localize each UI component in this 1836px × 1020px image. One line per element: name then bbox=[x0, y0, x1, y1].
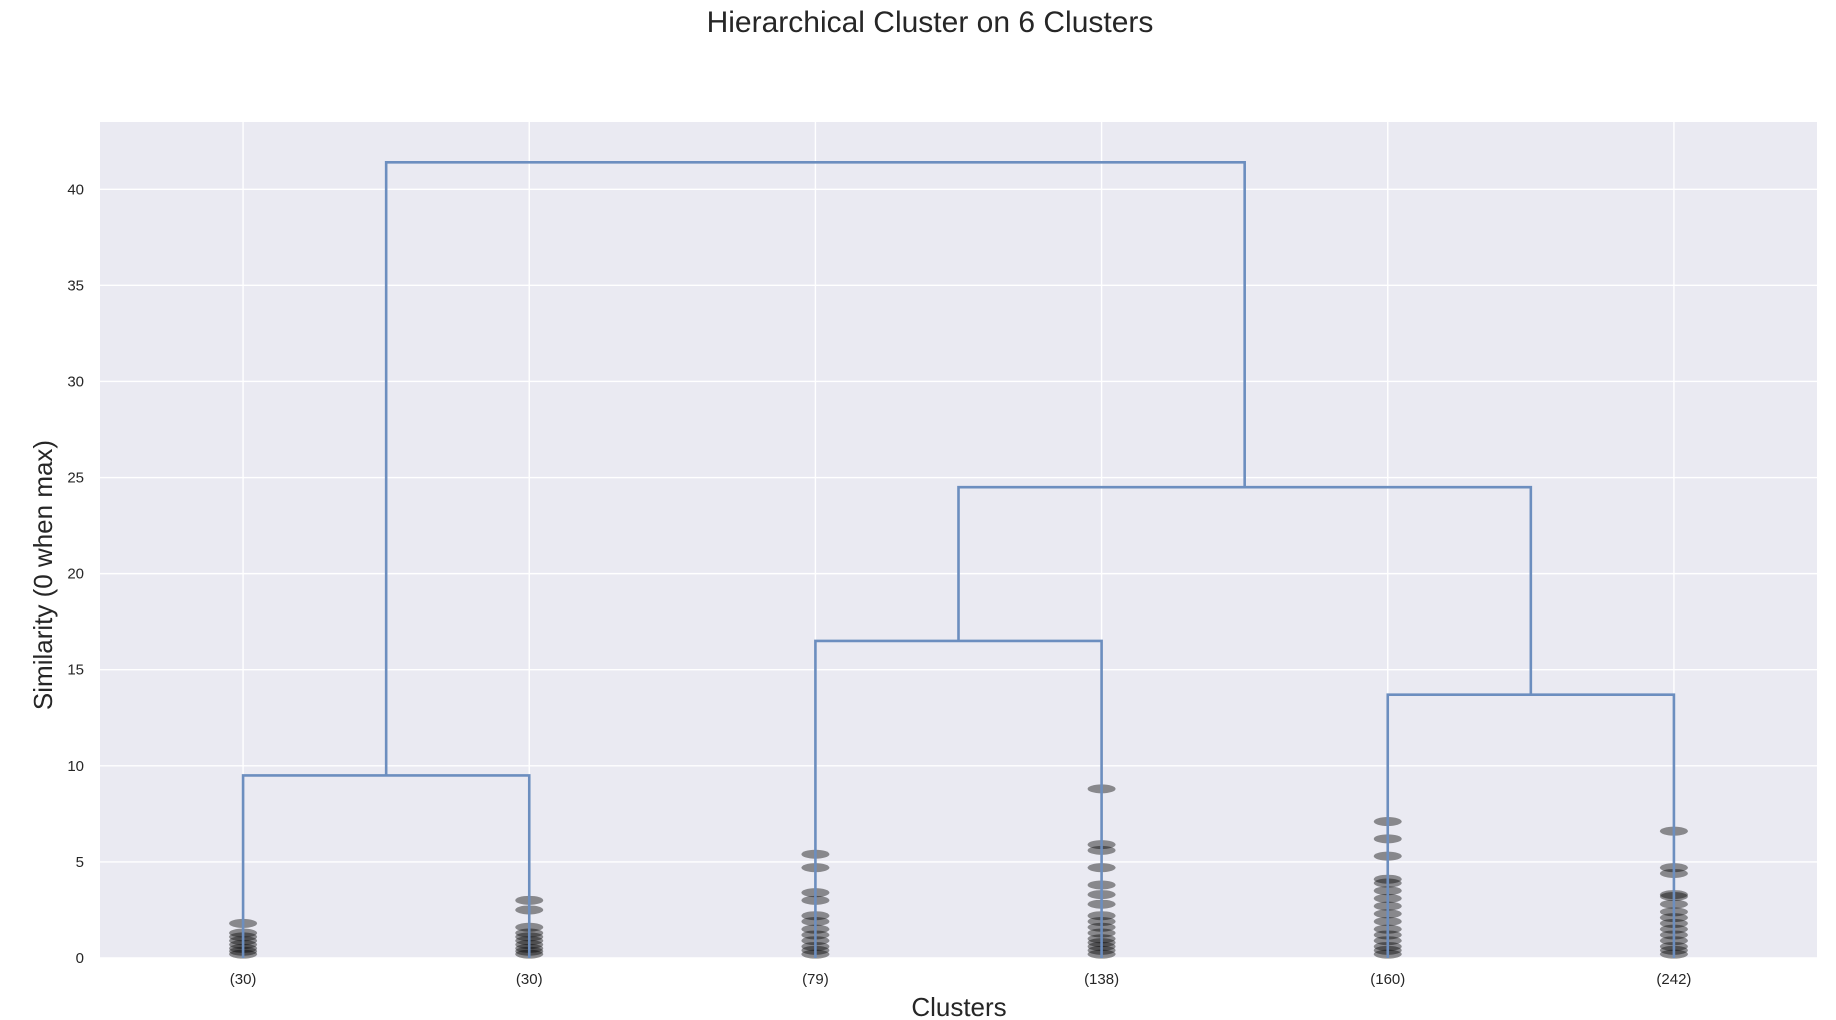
y-tick-label: 20 bbox=[67, 566, 84, 583]
x-tick-label: (30) bbox=[516, 971, 543, 988]
y-axis-ticks: 0 5 10 15 20 25 30 35 40 bbox=[67, 181, 84, 967]
y-tick-label: 35 bbox=[67, 277, 84, 294]
y-tick-label: 0 bbox=[76, 950, 84, 967]
y-tick-label: 10 bbox=[67, 758, 84, 775]
y-tick-label: 40 bbox=[67, 181, 84, 198]
y-tick-label: 15 bbox=[67, 662, 84, 679]
x-axis-ticks: (30) (30) (79) (138) (160) (242) bbox=[230, 971, 1692, 988]
chart-title: Hierarchical Cluster on 6 Clusters bbox=[707, 6, 1154, 39]
x-tick-label: (30) bbox=[230, 971, 257, 988]
x-axis-label: Clusters bbox=[911, 992, 1006, 1020]
x-tick-label: (160) bbox=[1370, 971, 1405, 988]
y-tick-label: 5 bbox=[76, 854, 84, 871]
y-tick-label: 25 bbox=[67, 470, 84, 487]
x-tick-label: (242) bbox=[1656, 971, 1691, 988]
x-tick-label: (79) bbox=[802, 971, 829, 988]
dendrogram-links bbox=[241, 161, 1676, 958]
y-axis-label: Similarity (0 when max) bbox=[28, 440, 58, 710]
dendrogram-link bbox=[384, 161, 1246, 776]
y-tick-label: 30 bbox=[67, 373, 84, 390]
x-tick-label: (138) bbox=[1084, 971, 1119, 988]
